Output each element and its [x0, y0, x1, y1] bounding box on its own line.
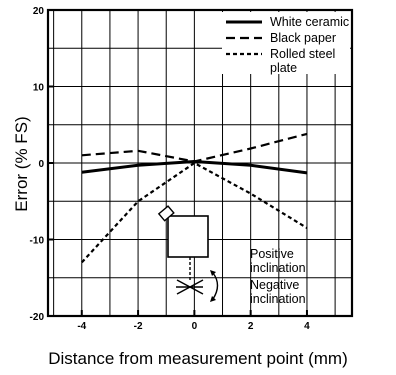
- target-tilt-negative-icon: [176, 279, 204, 295]
- legend-label-black-paper: Black paper: [270, 31, 336, 45]
- y-tick-label: 0: [38, 159, 44, 170]
- inclination-arc-icon: [212, 272, 219, 300]
- sensor-body-icon: [167, 215, 209, 258]
- inclination-arrow-icon: [210, 270, 216, 276]
- y-tick-label: 20: [33, 6, 45, 17]
- y-axis-title: Error (% FS): [12, 116, 31, 211]
- y-tick-label: -20: [30, 312, 45, 323]
- x-tick-label: -4: [77, 321, 86, 332]
- x-tick-label: 4: [304, 321, 310, 332]
- data-series: [80, 132, 308, 264]
- x-tick-label: 0: [192, 321, 198, 332]
- x-axis-title: Distance from measurement point (mm): [48, 349, 347, 368]
- inclination-arrow-icon: [210, 296, 216, 302]
- annotation-positive-line1: Positive: [250, 247, 294, 261]
- legend-label-rolled-steel-line1: Rolled steel: [270, 47, 335, 61]
- annotation-negative-line1: Negative: [250, 278, 299, 292]
- annotation-positive-line2: inclination: [250, 261, 306, 275]
- series-line-black-paper: [81, 132, 308, 163]
- y-tick-label: 10: [33, 83, 45, 94]
- legend-label-rolled-steel-line2: plate: [270, 61, 297, 75]
- y-tick-label: -10: [30, 236, 45, 247]
- legend-label-white-ceramic: White ceramic: [270, 15, 349, 29]
- sensor-head-icon: [157, 205, 175, 222]
- x-tick-label: -2: [134, 321, 143, 332]
- legend: White ceramic Black paper Rolled steel p…: [222, 12, 350, 75]
- annotation-negative-line2: inclination: [250, 292, 306, 306]
- inclination-diagram: [157, 205, 219, 302]
- x-tick-label: 2: [248, 321, 254, 332]
